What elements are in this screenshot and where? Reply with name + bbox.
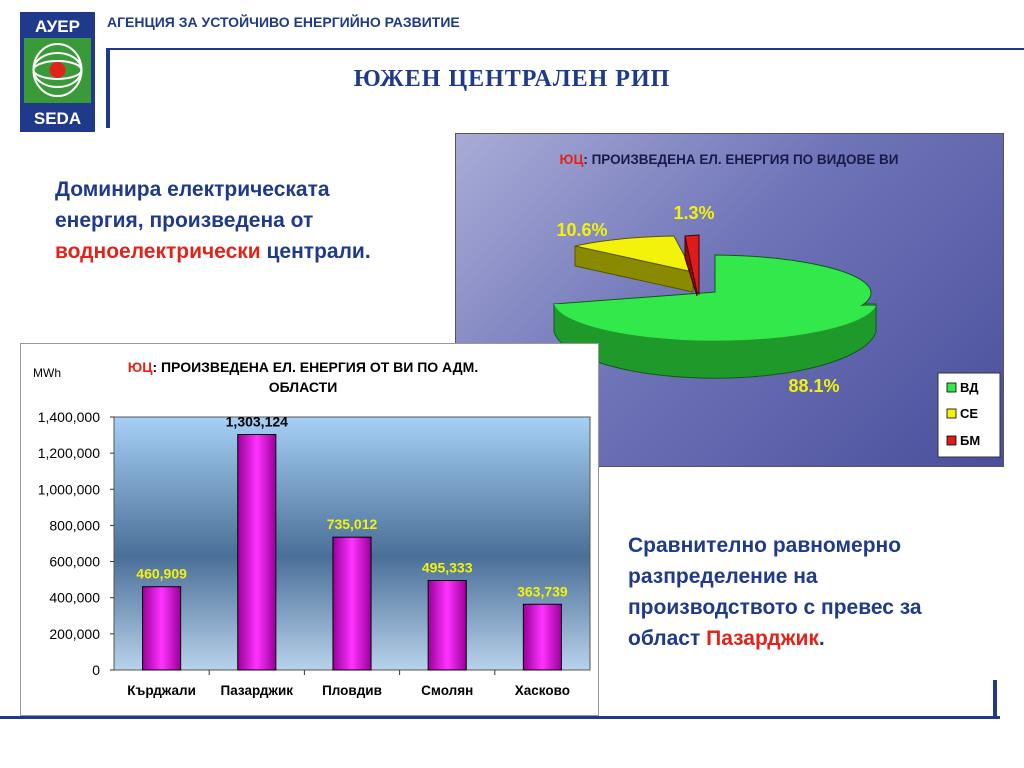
bar-value-label: 1,303,124 xyxy=(226,414,288,430)
bar-y-tick-label: 1,400,000 xyxy=(38,409,100,425)
logo-bottom-text: SEDA xyxy=(34,109,81,128)
note-distribution: Сравнително равномерно разпределение на … xyxy=(628,530,988,654)
pie-title-prefix: ЮЦ xyxy=(560,152,584,167)
note2-highlight: Пазарджик xyxy=(706,627,819,650)
pie-chart: ЮЦ: ПРОИЗВЕДЕНА ЕЛ. ЕНЕРГИЯ ПО ВИДОВЕ ВИ… xyxy=(552,152,1001,458)
bar-category-label: Пазарджик xyxy=(221,683,294,698)
agency-name: АГЕНЦИЯ ЗА УСТОЙЧИВО ЕНЕРГИЙНО РАЗВИТИЕ xyxy=(107,14,460,30)
pie-title-text: : ПРОИЗВЕДЕНА ЕЛ. ЕНЕРГИЯ ПО ВИДОВЕ ВИ xyxy=(583,152,898,167)
legend-label-vd: ВД xyxy=(960,380,979,395)
legend-label-ce: СЕ xyxy=(960,406,978,421)
bar-title-text: : ПРОИЗВЕДЕНА ЕЛ. ЕНЕРГИЯ ОТ ВИ ПО АДМ. xyxy=(152,359,478,375)
seda-logo: АУЕР SEDA xyxy=(20,12,95,132)
header-vertical-divider xyxy=(106,48,110,128)
footer-divider xyxy=(0,716,1000,719)
bar-title-prefix: ЮЦ xyxy=(128,359,153,375)
bar-chart-title-line2: ОБЛАСТИ xyxy=(269,379,338,395)
legend-swatch-bm xyxy=(946,435,957,446)
bar-series: 460,909 1,303,124 735,012 495,333 363,739 xyxy=(136,414,568,671)
bar-x-axis: Кърджали Пазарджик Пловдив Смолян Хасково xyxy=(127,670,570,698)
note1-text-c: централи. xyxy=(260,240,371,263)
page-title: ЮЖЕН ЦЕНТРАЛЕН РИП xyxy=(353,66,671,92)
pie-slice-bm xyxy=(684,234,700,296)
bar-y-tick-label: 600,000 xyxy=(49,554,100,570)
pie-slice-ce xyxy=(574,235,694,273)
bar-y-tick-label: 1,200,000 xyxy=(38,445,100,461)
footer-vertical-divider xyxy=(993,680,997,719)
bar-value-label: 363,739 xyxy=(517,583,568,599)
bar-category-label: Смолян xyxy=(421,683,473,698)
legend-swatch-vd xyxy=(946,382,957,393)
bar-y-tick-label: 1,000,000 xyxy=(38,481,100,497)
bar-value-label: 495,333 xyxy=(422,559,473,575)
bar-category-label: Кърджали xyxy=(127,683,196,698)
bar-y-tick-label: 800,000 xyxy=(49,517,100,533)
logo-top-text: АУЕР xyxy=(35,17,80,36)
note1-highlight: водноелектрически xyxy=(55,240,261,263)
bar-y-unit: MWh xyxy=(33,366,61,380)
note2-text-c: . xyxy=(818,627,825,650)
bar-chart: MWh ЮЦ: ПРОИЗВЕДЕНА ЕЛ. ЕНЕРГИЯ ОТ ВИ ПО… xyxy=(33,359,591,698)
bar-category-label: Хасково xyxy=(515,683,570,698)
bar-y-axis: 0 200,000 400,000 600,000 800,000 1,000,000 1,… xyxy=(38,409,114,678)
bar-value-label: 735,012 xyxy=(327,516,378,532)
bar-category-label: Пловдив xyxy=(322,683,382,698)
note2-text-a: Сравнително равномерно разпределение на … xyxy=(628,534,922,650)
legend-label-bm: БМ xyxy=(960,433,980,448)
bar-4 xyxy=(522,603,562,671)
pie-label-ce: 10.6% xyxy=(556,220,607,240)
bar-chart-title-line1: ЮЦ: ПРОИЗВЕДЕНА ЕЛ. ЕНЕРГИЯ ОТ ВИ ПО АДМ… xyxy=(128,359,478,375)
bar-y-tick-label: 200,000 xyxy=(49,626,100,642)
bar-1 xyxy=(237,434,277,671)
bar-y-tick-label: 0 xyxy=(92,662,100,678)
bar-2 xyxy=(332,536,372,671)
pie-legend: ВД СЕ БМ xyxy=(937,372,1001,458)
header-divider xyxy=(106,48,1024,50)
pie-label-vd: 88.1% xyxy=(788,376,839,396)
note1-text-a: Доминира електрическата енергия, произве… xyxy=(55,178,330,232)
bar-value-label: 460,909 xyxy=(136,566,187,582)
bar-chart-panel: MWh ЮЦ: ПРОИЗВЕДЕНА ЕЛ. ЕНЕРГИЯ ОТ ВИ ПО… xyxy=(20,343,599,716)
bar-3 xyxy=(427,579,467,671)
pie-chart-title: ЮЦ: ПРОИЗВЕДЕНА ЕЛ. ЕНЕРГИЯ ПО ВИДОВЕ ВИ xyxy=(560,152,899,167)
bar-0 xyxy=(142,586,182,671)
bar-y-tick-label: 400,000 xyxy=(49,590,100,606)
pie-label-bm: 1.3% xyxy=(673,203,714,223)
legend-swatch-ce xyxy=(946,408,957,419)
note-dominance: Доминира електрическата енергия, произве… xyxy=(55,174,415,267)
